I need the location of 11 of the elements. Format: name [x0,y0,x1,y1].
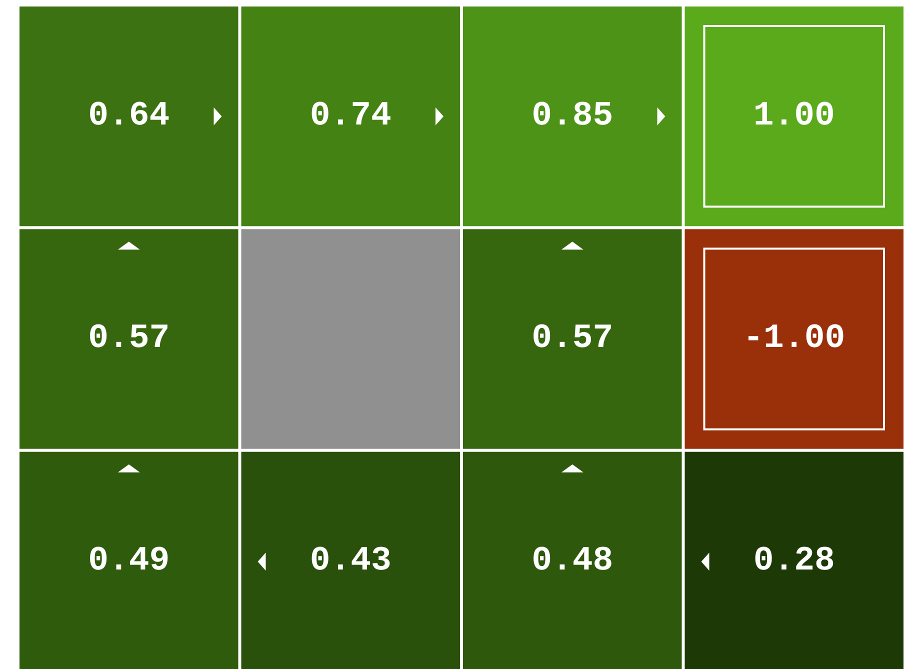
data-label: 0.48 [532,542,614,581]
data-label: 0.85 [532,97,614,136]
data-label: 0.43 [310,542,392,581]
data-label: 0.49 [88,542,170,581]
data-label: 0.28 [753,542,835,581]
data-label: 1.00 [753,97,835,136]
data-label: 0.64 [88,97,170,136]
data-label: 0.57 [88,320,170,358]
data-label: -1.00 [743,320,846,358]
data-label: 0.74 [310,97,392,136]
data-label: 0.57 [532,320,614,358]
